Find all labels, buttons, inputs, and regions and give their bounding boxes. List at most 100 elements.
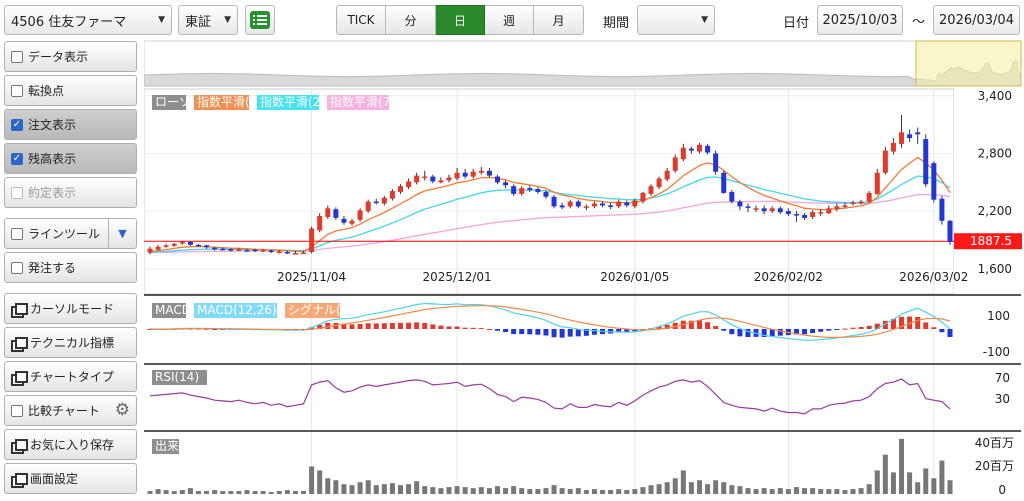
price-tick-label: 2,200 <box>978 204 1012 218</box>
volume-bar <box>325 478 331 494</box>
volume-bar <box>890 472 896 494</box>
volume-bar <box>858 488 864 494</box>
date-from-field[interactable]: 2025/10/03 <box>817 5 903 35</box>
macd-histogram-bar <box>729 329 735 335</box>
sidebar-item-execution-display: 約定表示 <box>4 177 137 208</box>
sidebar-item-screen-settings[interactable]: 画面設定 <box>4 463 137 494</box>
tab-minute[interactable]: 分 <box>386 5 436 35</box>
sidebar-item-label: 発注する <box>28 261 77 275</box>
checkbox[interactable] <box>11 404 23 417</box>
gear-icon[interactable]: ⚙ <box>114 400 130 420</box>
macd-histogram-bar <box>430 324 436 329</box>
checkbox-checked[interactable]: ✓ <box>11 118 23 131</box>
macd-panel[interactable]: 100 -100 MACD MACD(12,26) シグナル(9) <box>144 294 1021 364</box>
legend-chip <box>194 303 277 318</box>
macd-histogram-bar <box>616 329 622 333</box>
volume-bar <box>212 490 218 494</box>
candle <box>527 188 533 191</box>
volume-bar <box>317 470 323 494</box>
volume-bar <box>252 491 258 494</box>
macd-histogram-bar <box>915 316 921 329</box>
volume-panel[interactable]: 40百万 20百万 0 出来高 <box>144 430 1021 497</box>
sidebar-item-order-display[interactable]: ✓ 注文表示 <box>4 109 137 140</box>
market-select[interactable]: 東証 <box>178 5 238 35</box>
candle <box>244 250 250 252</box>
navigator-selection[interactable] <box>915 40 1022 87</box>
tab-tick[interactable]: TICK <box>336 5 386 35</box>
candle <box>842 205 848 207</box>
candle <box>793 214 799 216</box>
checkbox[interactable] <box>11 227 23 240</box>
candle <box>373 201 379 204</box>
rsi-tick-label: 30 <box>995 392 1010 406</box>
period-select[interactable] <box>637 5 715 35</box>
legend-label: RSI(14) <box>155 370 199 384</box>
window-icon <box>11 336 28 352</box>
macd-histogram-bar <box>373 323 379 329</box>
candle <box>583 206 589 208</box>
volume-bar <box>414 481 420 494</box>
candle <box>276 251 282 254</box>
macd-histogram-bar <box>826 329 832 331</box>
macd-histogram-bar <box>931 327 937 329</box>
macd-histogram-bar <box>317 325 323 329</box>
legend-label: MACD(12,26) <box>197 303 277 317</box>
macd-tick-label: 100 <box>987 309 1010 323</box>
navigator-panel[interactable] <box>144 40 1022 87</box>
date-to-field[interactable]: 2026/03/04 <box>933 5 1020 35</box>
sidebar-item-label: テクニカル指標 <box>30 336 115 350</box>
macd-histogram-bar <box>503 329 509 333</box>
candle <box>802 215 808 218</box>
sidebar-item-label: 注文表示 <box>28 118 77 132</box>
macd-tick-label: -100 <box>983 345 1010 359</box>
volume-tick-label: 20百万 <box>975 459 1014 473</box>
tab-week[interactable]: 週 <box>485 5 534 35</box>
rsi-tick-label: 70 <box>995 371 1010 385</box>
sidebar-item-save-favorite[interactable]: お気に入り保存 <box>4 429 137 460</box>
price-tick-label: 1,600 <box>978 262 1012 276</box>
candle <box>608 205 614 207</box>
sidebar-item-turning-point[interactable]: 転換点 <box>4 75 137 106</box>
sidebar-item-technical-indicators[interactable]: テクニカル指標 <box>4 327 137 358</box>
line-tool-dropdown-button[interactable]: ▼ <box>108 219 136 248</box>
list-view-button[interactable] <box>245 5 275 35</box>
checkbox[interactable] <box>11 84 23 97</box>
volume-bar <box>220 491 226 494</box>
volume-bar <box>777 488 783 494</box>
macd-histogram-bar <box>494 329 500 331</box>
volume-bar <box>398 485 404 494</box>
volume-bar <box>430 487 436 494</box>
checkbox[interactable] <box>11 261 23 274</box>
macd-histogram-bar <box>745 329 751 337</box>
checkbox[interactable] <box>11 50 23 63</box>
sidebar-item-compare-chart[interactable]: 比較チャート ⚙ <box>4 395 137 426</box>
candle <box>559 205 565 208</box>
sidebar-item-cursor-mode[interactable]: カーソルモード <box>4 293 137 324</box>
sidebar-item-data-display[interactable]: データ表示 <box>4 41 137 72</box>
macd-histogram-bar <box>438 325 444 329</box>
symbol-select[interactable]: 4506 住友ファーマ <box>4 5 172 35</box>
macd-histogram-bar <box>713 326 719 329</box>
sidebar-item-place-order[interactable]: 発注する <box>4 252 137 283</box>
macd-histogram-bar <box>519 329 525 335</box>
candle <box>624 202 630 206</box>
tab-month[interactable]: 月 <box>534 5 584 35</box>
sidebar-item-position-display[interactable]: ✓ 残高表示 <box>4 143 137 174</box>
sidebar-item-chart-type[interactable]: チャートタイプ <box>4 361 137 392</box>
checkbox-checked[interactable]: ✓ <box>11 152 23 165</box>
candle <box>349 220 355 224</box>
rsi-panel[interactable]: 70 30 RSI(14) <box>144 363 1021 431</box>
volume-bar <box>179 490 185 494</box>
sidebar-item-label: チャートタイプ <box>30 370 114 384</box>
candle <box>446 177 452 181</box>
candle <box>309 228 315 253</box>
tab-day[interactable]: 日 <box>436 5 485 35</box>
sidebar-item-line-tool[interactable]: ラインツール ▼ <box>4 218 137 249</box>
legend-chip <box>152 370 207 385</box>
volume-bar <box>753 489 759 494</box>
macd-histogram-bar <box>842 328 848 330</box>
candle <box>228 249 234 251</box>
macd-histogram-bar <box>624 329 630 333</box>
